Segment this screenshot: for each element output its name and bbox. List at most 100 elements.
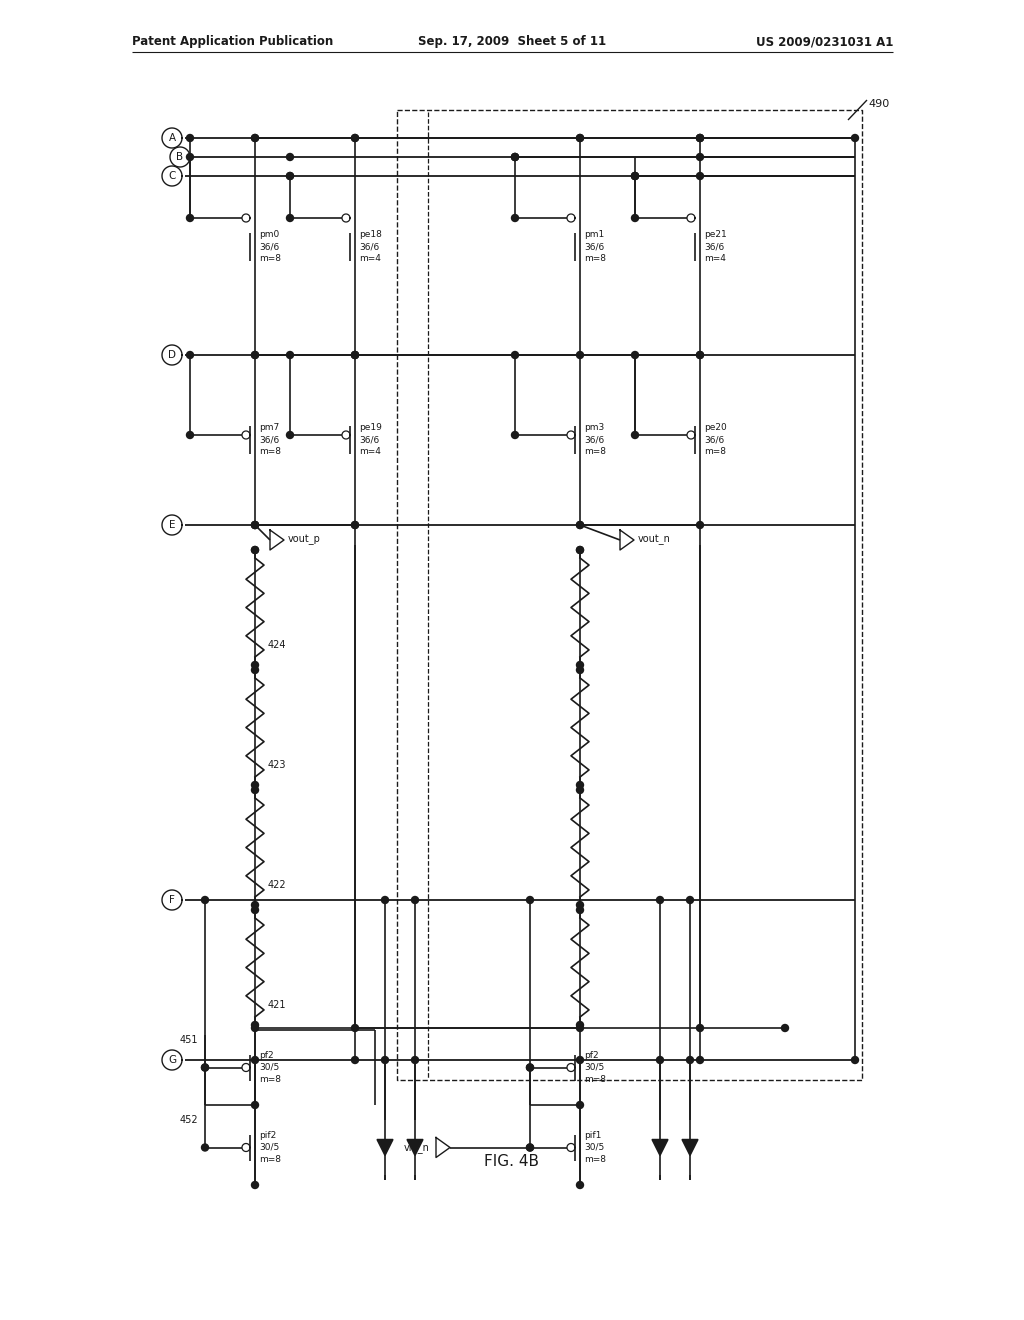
Circle shape bbox=[351, 351, 358, 359]
Circle shape bbox=[696, 135, 703, 141]
Circle shape bbox=[632, 173, 639, 180]
Circle shape bbox=[696, 135, 703, 141]
Circle shape bbox=[577, 781, 584, 788]
Circle shape bbox=[186, 432, 194, 438]
Circle shape bbox=[526, 896, 534, 903]
Polygon shape bbox=[652, 1139, 668, 1155]
Text: pm0: pm0 bbox=[259, 230, 280, 239]
Text: m=8: m=8 bbox=[584, 447, 606, 457]
Text: m=8: m=8 bbox=[259, 447, 281, 457]
Text: m=4: m=4 bbox=[359, 447, 381, 457]
Text: A: A bbox=[168, 133, 175, 143]
Circle shape bbox=[781, 1024, 788, 1031]
Text: 36/6: 36/6 bbox=[359, 436, 379, 445]
Text: pif2: pif2 bbox=[259, 1131, 276, 1140]
Text: pif1: pif1 bbox=[584, 1131, 601, 1140]
Text: pf2: pf2 bbox=[259, 1051, 273, 1060]
Circle shape bbox=[512, 432, 518, 438]
Text: pm1: pm1 bbox=[584, 230, 604, 239]
Circle shape bbox=[382, 896, 388, 903]
Circle shape bbox=[696, 351, 703, 359]
Text: 36/6: 36/6 bbox=[705, 436, 724, 445]
Circle shape bbox=[351, 521, 358, 528]
Circle shape bbox=[696, 173, 703, 180]
Circle shape bbox=[412, 896, 419, 903]
Circle shape bbox=[577, 521, 584, 528]
Circle shape bbox=[287, 173, 294, 180]
Text: m=8: m=8 bbox=[259, 1155, 281, 1164]
Text: m=4: m=4 bbox=[359, 253, 381, 263]
Text: E: E bbox=[169, 520, 175, 531]
Circle shape bbox=[252, 667, 258, 673]
Circle shape bbox=[696, 135, 703, 141]
Circle shape bbox=[252, 521, 258, 528]
Circle shape bbox=[202, 1064, 209, 1071]
Text: vout_n: vout_n bbox=[638, 535, 671, 545]
Text: pf2: pf2 bbox=[584, 1051, 599, 1060]
Circle shape bbox=[512, 214, 518, 222]
Circle shape bbox=[351, 1024, 358, 1031]
Circle shape bbox=[287, 153, 294, 161]
Text: 36/6: 36/6 bbox=[259, 436, 280, 445]
Circle shape bbox=[202, 1144, 209, 1151]
Circle shape bbox=[186, 214, 194, 222]
Circle shape bbox=[577, 135, 584, 141]
Text: 421: 421 bbox=[268, 1001, 287, 1010]
Circle shape bbox=[656, 896, 664, 903]
Circle shape bbox=[852, 1056, 858, 1064]
Text: m=4: m=4 bbox=[705, 253, 726, 263]
Circle shape bbox=[202, 896, 209, 903]
Text: Patent Application Publication: Patent Application Publication bbox=[132, 36, 333, 49]
Circle shape bbox=[526, 1144, 534, 1151]
Circle shape bbox=[526, 1064, 534, 1071]
Circle shape bbox=[686, 896, 693, 903]
Text: pe18: pe18 bbox=[359, 230, 382, 239]
Circle shape bbox=[252, 1056, 258, 1064]
Text: m=8: m=8 bbox=[259, 1074, 281, 1084]
Text: pe19: pe19 bbox=[359, 424, 382, 433]
Circle shape bbox=[186, 153, 194, 161]
Text: vout_p: vout_p bbox=[288, 535, 321, 545]
Circle shape bbox=[577, 907, 584, 913]
Text: 423: 423 bbox=[268, 760, 287, 770]
Circle shape bbox=[252, 781, 258, 788]
Text: m=8: m=8 bbox=[584, 253, 606, 263]
Circle shape bbox=[252, 907, 258, 913]
Circle shape bbox=[252, 1022, 258, 1028]
Text: m=8: m=8 bbox=[259, 253, 281, 263]
Text: pm7: pm7 bbox=[259, 424, 280, 433]
Circle shape bbox=[252, 135, 258, 141]
Text: 452: 452 bbox=[180, 1115, 199, 1125]
Circle shape bbox=[577, 546, 584, 553]
Text: 30/5: 30/5 bbox=[259, 1143, 280, 1152]
Text: 424: 424 bbox=[268, 640, 287, 649]
Text: D: D bbox=[168, 350, 176, 360]
Circle shape bbox=[577, 1056, 584, 1064]
Circle shape bbox=[287, 351, 294, 359]
Circle shape bbox=[577, 1024, 584, 1031]
Circle shape bbox=[351, 1056, 358, 1064]
Circle shape bbox=[656, 1056, 664, 1064]
Circle shape bbox=[632, 173, 639, 180]
Circle shape bbox=[696, 351, 703, 359]
Text: 30/5: 30/5 bbox=[584, 1063, 604, 1072]
Text: pe20: pe20 bbox=[705, 424, 727, 433]
Circle shape bbox=[252, 546, 258, 553]
Circle shape bbox=[202, 1064, 209, 1071]
Circle shape bbox=[252, 1101, 258, 1109]
Circle shape bbox=[512, 153, 518, 161]
Circle shape bbox=[632, 173, 639, 180]
Text: 422: 422 bbox=[268, 880, 287, 890]
Circle shape bbox=[252, 351, 258, 359]
Text: 451: 451 bbox=[180, 1035, 199, 1045]
Text: FIG. 4B: FIG. 4B bbox=[484, 1155, 540, 1170]
Circle shape bbox=[186, 351, 194, 359]
Circle shape bbox=[577, 661, 584, 668]
Circle shape bbox=[526, 1064, 534, 1071]
Circle shape bbox=[577, 787, 584, 793]
Text: F: F bbox=[169, 895, 175, 906]
Text: 36/6: 36/6 bbox=[259, 242, 280, 251]
Text: G: G bbox=[168, 1055, 176, 1065]
Text: 30/5: 30/5 bbox=[259, 1063, 280, 1072]
Circle shape bbox=[852, 135, 858, 141]
